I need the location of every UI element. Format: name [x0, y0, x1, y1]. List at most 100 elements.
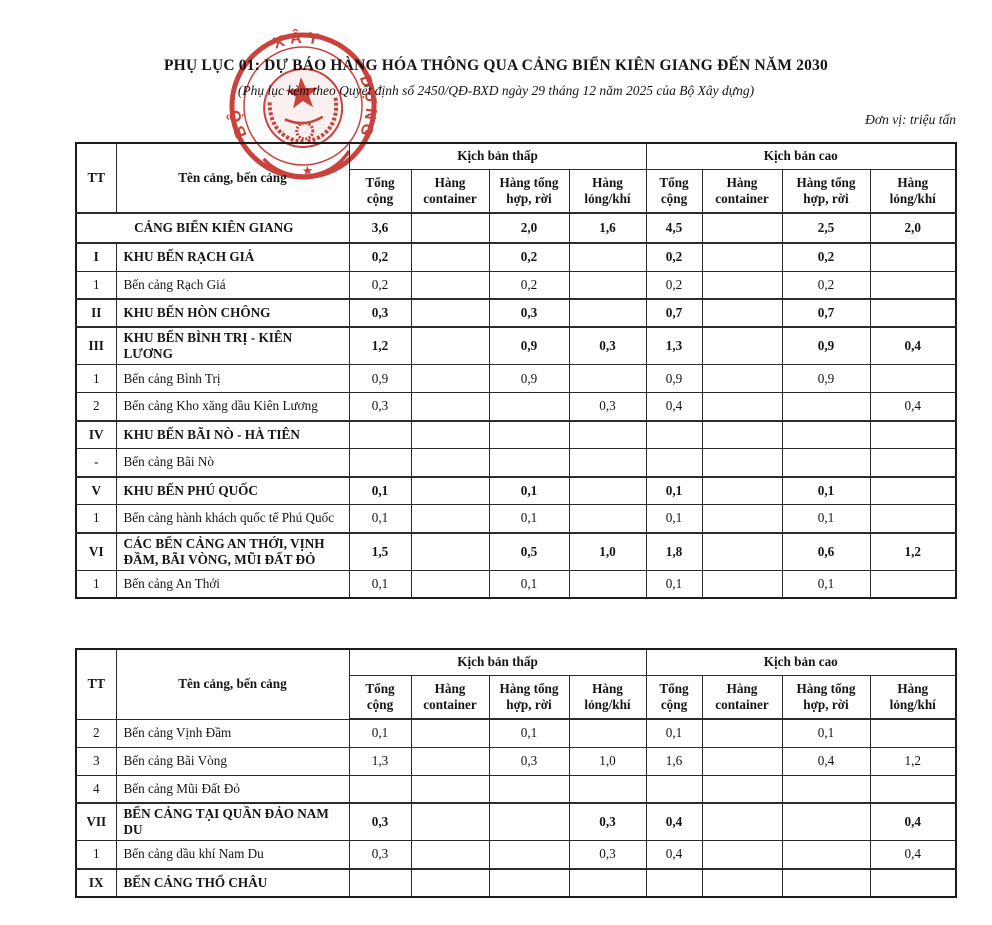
value-cell: 2,0 [488, 212, 570, 244]
value-cell [701, 569, 783, 599]
value-cell: 0,4 [645, 802, 703, 842]
header-scenario-row: TT Tên cảng, bến cảng Kịch bản thấp Kịch… [75, 648, 957, 720]
col-header-container: Hàng container [410, 674, 490, 720]
row-name: Bến cảng Bãi Vòng [115, 746, 350, 776]
row-tt: 4 [75, 774, 117, 804]
value-cell [488, 802, 570, 842]
value-cell [410, 746, 490, 776]
value-cell: 0,4 [781, 746, 871, 776]
value-cell [781, 840, 871, 870]
value-cell [701, 840, 783, 870]
value-cell [645, 419, 703, 450]
table-row: 1 Bến cảng Bình Trị 0,9 0,9 0,9 0,9 [75, 364, 957, 394]
value-cell: 0,1 [645, 569, 703, 599]
value-cell [701, 392, 783, 422]
row-tt: 1 [75, 364, 117, 394]
col-header-container: Hàng container [410, 168, 490, 214]
value-cell [410, 867, 490, 898]
value-cell: 2,5 [781, 212, 871, 244]
value-cell [568, 242, 647, 272]
header-subcol-row: Tổng cộng Hàng container Hàng tổng hợp, … [76, 674, 957, 720]
row-tt: 1 [75, 569, 117, 599]
col-header-general: Hàng tổng hợp, rời [488, 168, 570, 214]
value-cell: 1,2 [869, 746, 957, 776]
value-cell [869, 475, 957, 506]
table-row: 4 Bến cảng Mũi Đất Đỏ [75, 774, 957, 804]
row-name: Bến cảng Rạch Giá [115, 270, 350, 300]
value-cell: 3,6 [348, 212, 412, 244]
value-cell [701, 364, 783, 394]
table-row: III KHU BẾN BÌNH TRỊ - KIÊN LƯƠNG 1,2 0,9 0,… [75, 326, 957, 366]
value-cell [701, 774, 783, 804]
col-header-container: Hàng container [701, 168, 783, 214]
value-cell: 0,7 [645, 298, 703, 328]
value-cell: 0,3 [348, 392, 412, 422]
value-cell [410, 840, 490, 870]
value-cell [781, 392, 871, 422]
value-cell: 1,0 [568, 746, 647, 776]
col-header-total: Tổng cộng [645, 168, 703, 214]
value-cell [869, 569, 957, 599]
value-cell [410, 774, 490, 804]
value-cell [568, 718, 647, 748]
value-cell [568, 270, 647, 300]
value-cell: 0,3 [348, 298, 412, 328]
value-cell [869, 504, 957, 534]
page-subtitle: (Phụ lục kèm theo Quyết định số 2450/QĐ-… [237, 83, 755, 98]
value-cell: 0,2 [488, 270, 570, 300]
value-cell [410, 270, 490, 300]
value-cell [869, 298, 957, 328]
col-header-liquid: Hàng lỏng/khí [568, 168, 647, 214]
col-header-container: Hàng container [701, 674, 783, 720]
value-cell: 0,1 [348, 718, 412, 748]
value-cell [701, 448, 783, 478]
value-cell [410, 392, 490, 422]
value-cell: 0,1 [488, 718, 570, 748]
value-cell [348, 419, 412, 450]
value-cell [568, 569, 647, 599]
value-cell [568, 419, 647, 450]
value-cell [410, 802, 490, 842]
row-tt: 2 [75, 718, 117, 748]
table-row: IV KHU BẾN BÃI NÒ - HÀ TIÊN [75, 419, 957, 450]
value-cell: 0,1 [645, 504, 703, 534]
value-cell: 0,1 [348, 475, 412, 506]
value-cell: 0,5 [488, 531, 570, 571]
value-cell [645, 448, 703, 478]
row-tt: IX [75, 867, 117, 898]
value-cell: 0,2 [781, 270, 871, 300]
row-tt: 1 [75, 504, 117, 534]
value-cell [701, 212, 783, 244]
value-cell: 1,0 [568, 531, 647, 571]
value-cell [568, 475, 647, 506]
value-cell [488, 840, 570, 870]
row-tt: V [75, 475, 117, 506]
value-cell: 4,5 [645, 212, 703, 244]
value-cell [781, 774, 871, 804]
value-cell: 0,9 [488, 326, 570, 366]
header-subcol-row: Tổng cộng Hàng container Hàng tổng hợp, … [76, 168, 957, 214]
value-cell: 0,1 [488, 504, 570, 534]
cargo-forecast-table-1: TT Tên cảng, bến cảng Kịch bản thấp Kịch… [75, 142, 958, 600]
value-cell [568, 504, 647, 534]
value-cell: 0,3 [568, 802, 647, 842]
value-cell: 0,9 [645, 364, 703, 394]
row-tt: - [75, 448, 117, 478]
value-cell: 0,1 [645, 718, 703, 748]
value-cell: 0,9 [781, 364, 871, 394]
value-cell [869, 242, 957, 272]
row-name: Bến cảng Bãi Nò [115, 448, 350, 478]
table-row: 1 Bến cảng hành khách quốc tế Phú Quốc 0,1… [75, 504, 957, 534]
header-scenario-row: TT Tên cảng, bến cảng Kịch bản thấp Kịch… [75, 142, 957, 214]
value-cell [410, 298, 490, 328]
value-cell: 0,2 [348, 242, 412, 272]
row-name: CẢNG BIỂN KIÊN GIANG [75, 212, 350, 244]
value-cell [488, 392, 570, 422]
value-cell [568, 298, 647, 328]
value-cell [410, 569, 490, 599]
row-name: KHU BẾN HÒN CHÔNG [115, 298, 350, 328]
value-cell: 0,3 [488, 746, 570, 776]
value-cell: 0,4 [869, 326, 957, 366]
value-cell: 0,3 [568, 326, 647, 366]
